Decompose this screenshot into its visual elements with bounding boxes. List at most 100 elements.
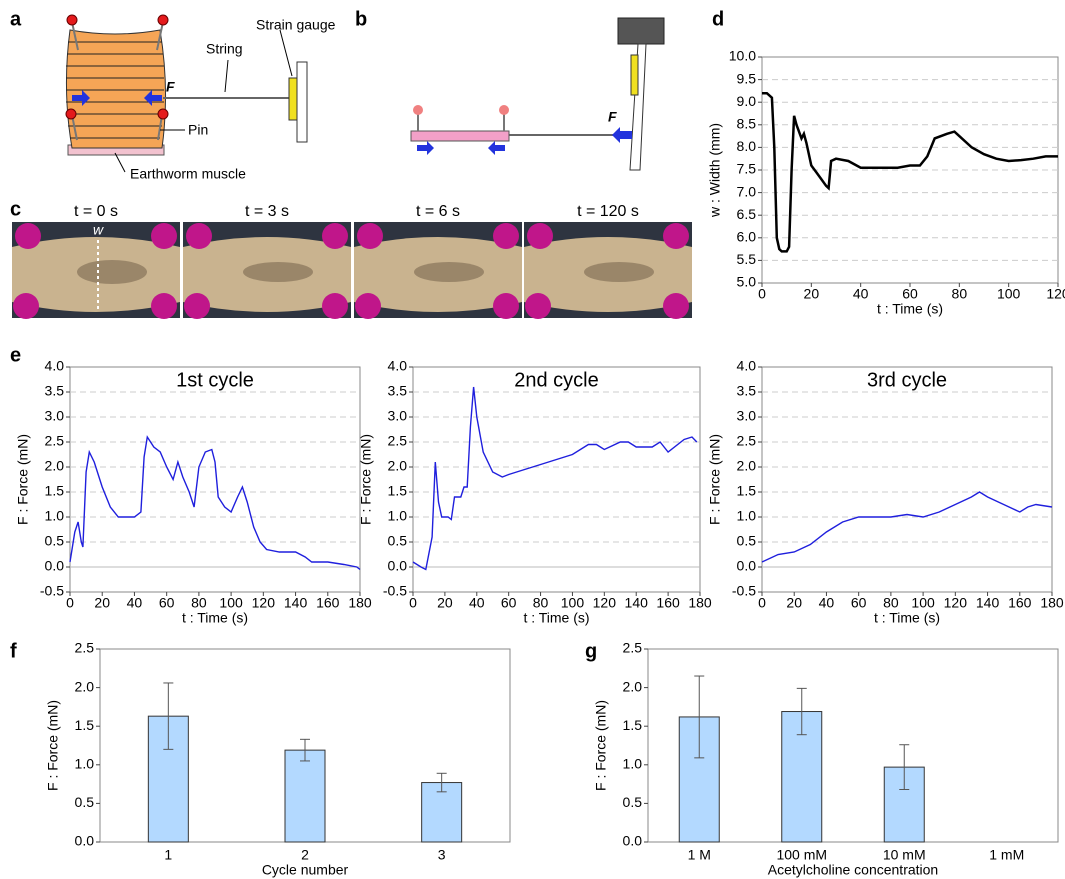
leader bbox=[114, 152, 126, 173]
x-tick-label: 0 bbox=[758, 595, 766, 611]
y-tick-label: 2.5 bbox=[737, 433, 757, 449]
photo bbox=[12, 222, 180, 319]
x-axis-label: Cycle number bbox=[262, 862, 349, 878]
x-tick-label: 1 mM bbox=[989, 847, 1024, 863]
x-tick-label: 120 bbox=[252, 595, 276, 611]
x-tick-label: 0 bbox=[409, 595, 417, 611]
panel-label: c bbox=[10, 198, 21, 220]
x-tick-label: 80 bbox=[533, 595, 549, 611]
muscle bbox=[410, 130, 510, 142]
x-tick-label: 180 bbox=[348, 595, 372, 611]
y-tick-label: 2.0 bbox=[388, 458, 408, 474]
arrow bbox=[144, 90, 162, 106]
muscle bbox=[65, 29, 167, 149]
y-tick-label: 2.5 bbox=[75, 640, 95, 656]
y-tick-label: 10.0 bbox=[729, 48, 756, 64]
y-tick-label: 3.5 bbox=[45, 383, 65, 399]
arrow bbox=[72, 90, 90, 106]
arrow bbox=[612, 127, 632, 143]
y-tick-label: 8.5 bbox=[737, 116, 757, 132]
x-tick-label: 60 bbox=[501, 595, 517, 611]
x-tick-label: 160 bbox=[1008, 595, 1032, 611]
y-tick-label: 1.0 bbox=[388, 508, 408, 524]
x-tick-label: 80 bbox=[952, 286, 968, 302]
plot-area bbox=[761, 56, 1059, 284]
panel-label: a bbox=[10, 8, 22, 30]
x-axis-label: Acetylcholine concentration bbox=[768, 862, 938, 878]
line bbox=[761, 491, 1053, 563]
x-tick-label: 100 bbox=[561, 595, 585, 611]
y-axis-label: F : Force (mN) bbox=[593, 700, 609, 791]
arrow bbox=[417, 141, 434, 155]
x-tick-label: 2 bbox=[301, 847, 309, 863]
chart-title: 3rd cycle bbox=[867, 369, 947, 391]
line bbox=[412, 386, 698, 571]
label: F bbox=[608, 109, 617, 125]
y-tick-label: 2.5 bbox=[623, 640, 643, 656]
x-tick-label: 0 bbox=[758, 286, 766, 302]
y-tick-label: 4.0 bbox=[45, 358, 65, 374]
y-tick-label: 0.0 bbox=[737, 558, 757, 574]
y-tick-label: 3.5 bbox=[388, 383, 408, 399]
panel-label: b bbox=[355, 8, 367, 30]
plot-area bbox=[761, 366, 1053, 593]
muscle-lines bbox=[66, 41, 164, 139]
x-tick-label: 140 bbox=[976, 595, 1000, 611]
photo-time: t = 3 s bbox=[245, 203, 289, 220]
y-tick-label: 1.0 bbox=[75, 756, 95, 772]
strain-gauge bbox=[630, 54, 639, 96]
y-tick-label: 7.0 bbox=[737, 183, 757, 199]
panel-label: e bbox=[10, 344, 21, 366]
y-tick-label: 2.5 bbox=[388, 433, 408, 449]
label: String bbox=[206, 41, 243, 57]
y-tick-label: 0.5 bbox=[388, 533, 408, 549]
y-tick-label: 7.5 bbox=[737, 161, 757, 177]
y-tick-label: 0.0 bbox=[388, 558, 408, 574]
x-tick-label: 20 bbox=[804, 286, 820, 302]
y-tick-label: 2.5 bbox=[45, 433, 65, 449]
y-tick-label: 0.0 bbox=[45, 558, 65, 574]
y-tick-label: 6.5 bbox=[737, 206, 757, 222]
bar bbox=[883, 766, 925, 843]
y-axis-label: F : Force (mN) bbox=[45, 700, 61, 791]
photo-time: t = 0 s bbox=[74, 203, 118, 220]
y-tick-label: -0.5 bbox=[383, 583, 407, 599]
y-tick-label: 3.5 bbox=[737, 383, 757, 399]
photo bbox=[524, 222, 692, 319]
label: Strain gauge bbox=[256, 17, 336, 33]
diagram-a: Strain gauge String F Pin Earthworm musc… bbox=[65, 14, 336, 182]
photo-time: t = 120 s bbox=[577, 203, 639, 220]
x-tick-label: 100 bbox=[219, 595, 243, 611]
y-tick-label: 3.0 bbox=[737, 408, 757, 424]
y-tick-label: -0.5 bbox=[40, 583, 64, 599]
x-axis-label: t : Time (s) bbox=[874, 610, 940, 626]
y-tick-label: 6.0 bbox=[737, 229, 757, 245]
weight bbox=[617, 17, 665, 45]
x-tick-label: 140 bbox=[284, 595, 308, 611]
chart-title: 1st cycle bbox=[176, 369, 254, 391]
x-tick-label: 0 bbox=[66, 595, 74, 611]
beam bbox=[296, 61, 308, 143]
x-tick-label: 40 bbox=[819, 595, 835, 611]
x-tick-label: 120 bbox=[593, 595, 617, 611]
y-tick-label: 1.5 bbox=[388, 483, 408, 499]
y-tick-label: 0.5 bbox=[623, 794, 643, 810]
photo-time: t = 6 s bbox=[416, 203, 460, 220]
x-tick-label: 180 bbox=[688, 595, 712, 611]
label: w bbox=[93, 222, 104, 238]
x-tick-label: 120 bbox=[944, 595, 968, 611]
arrow bbox=[488, 141, 505, 155]
x-tick-label: 20 bbox=[437, 595, 453, 611]
y-tick-label: 0.5 bbox=[75, 794, 95, 810]
panel-label: g bbox=[585, 640, 597, 662]
y-tick-label: 0.5 bbox=[45, 533, 65, 549]
y-tick-label: 8.0 bbox=[737, 138, 757, 154]
y-tick-label: 1.5 bbox=[737, 483, 757, 499]
y-tick-label: 5.0 bbox=[737, 274, 757, 290]
leader bbox=[224, 59, 229, 93]
y-tick-label: 9.0 bbox=[737, 93, 757, 109]
pin-head bbox=[499, 105, 509, 115]
y-tick-label: 4.0 bbox=[737, 358, 757, 374]
